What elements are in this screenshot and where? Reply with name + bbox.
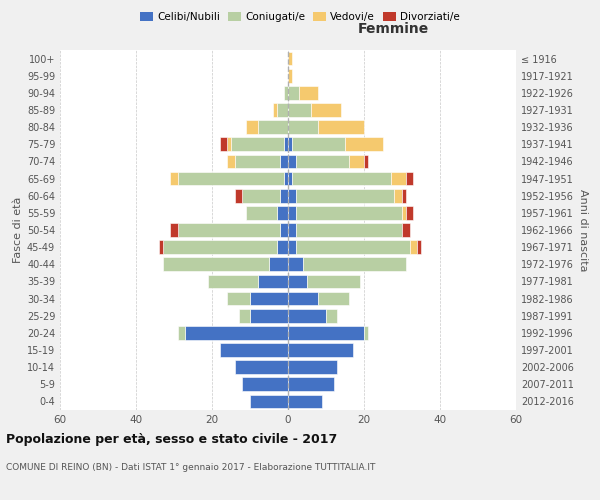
Bar xyxy=(250,309,288,322)
Bar xyxy=(235,189,242,202)
Bar xyxy=(345,138,383,151)
Bar xyxy=(250,292,288,306)
Bar xyxy=(288,343,353,357)
Bar xyxy=(296,223,402,237)
Bar xyxy=(311,103,341,117)
Bar xyxy=(284,172,288,185)
Legend: Celibi/Nubili, Coniugati/e, Vedovi/e, Divorziati/e: Celibi/Nubili, Coniugati/e, Vedovi/e, Di… xyxy=(136,8,464,26)
Bar xyxy=(246,206,277,220)
Bar xyxy=(163,258,269,271)
Bar xyxy=(364,326,368,340)
Bar xyxy=(242,189,280,202)
Bar xyxy=(227,292,250,306)
Text: COMUNE DI REINO (BN) - Dati ISTAT 1° gennaio 2017 - Elaborazione TUTTITALIA.IT: COMUNE DI REINO (BN) - Dati ISTAT 1° gen… xyxy=(6,462,376,471)
Bar xyxy=(269,258,288,271)
Bar xyxy=(417,240,421,254)
Bar xyxy=(326,309,337,322)
Bar xyxy=(288,258,303,271)
Bar xyxy=(296,189,394,202)
Bar xyxy=(391,172,406,185)
Bar xyxy=(288,394,322,408)
Bar xyxy=(288,378,334,391)
Y-axis label: Anni di nascita: Anni di nascita xyxy=(578,188,588,271)
Bar xyxy=(239,309,250,322)
Bar xyxy=(292,138,345,151)
Bar xyxy=(277,240,288,254)
Bar xyxy=(257,274,288,288)
Bar xyxy=(178,326,185,340)
Bar xyxy=(231,138,284,151)
Bar xyxy=(402,206,406,220)
Bar xyxy=(185,326,288,340)
Text: Femmine: Femmine xyxy=(357,22,428,36)
Bar xyxy=(288,240,296,254)
Bar xyxy=(288,189,296,202)
Y-axis label: Fasce di età: Fasce di età xyxy=(13,197,23,263)
Bar xyxy=(406,172,413,185)
Bar xyxy=(319,292,349,306)
Text: Popolazione per età, sesso e stato civile - 2017: Popolazione per età, sesso e stato civil… xyxy=(6,432,337,446)
Bar xyxy=(235,154,280,168)
Bar xyxy=(227,138,231,151)
Bar xyxy=(303,258,406,271)
Bar xyxy=(299,86,319,100)
Bar xyxy=(288,326,364,340)
Bar xyxy=(220,343,288,357)
Bar xyxy=(349,154,364,168)
Bar xyxy=(410,240,417,254)
Bar xyxy=(288,223,296,237)
Bar xyxy=(242,378,288,391)
Bar xyxy=(296,206,402,220)
Bar xyxy=(277,206,288,220)
Bar xyxy=(406,206,413,220)
Bar xyxy=(220,138,227,151)
Bar xyxy=(296,240,410,254)
Bar xyxy=(288,69,292,82)
Bar xyxy=(170,223,178,237)
Bar xyxy=(250,394,288,408)
Bar xyxy=(288,86,299,100)
Bar xyxy=(284,138,288,151)
Bar xyxy=(288,120,319,134)
Bar xyxy=(307,274,360,288)
Bar xyxy=(288,274,307,288)
Bar xyxy=(288,292,319,306)
Bar xyxy=(402,189,406,202)
Bar xyxy=(227,154,235,168)
Bar xyxy=(159,240,163,254)
Bar xyxy=(280,154,288,168)
Bar xyxy=(288,172,292,185)
Bar xyxy=(284,86,288,100)
Bar xyxy=(296,154,349,168)
Bar xyxy=(288,309,326,322)
Bar xyxy=(288,360,337,374)
Bar xyxy=(288,103,311,117)
Bar xyxy=(277,103,288,117)
Bar xyxy=(288,52,292,66)
Bar xyxy=(280,223,288,237)
Bar xyxy=(364,154,368,168)
Bar xyxy=(208,274,257,288)
Bar xyxy=(273,103,277,117)
Bar xyxy=(288,206,296,220)
Bar xyxy=(235,360,288,374)
Bar xyxy=(246,120,257,134)
Bar xyxy=(319,120,364,134)
Bar xyxy=(292,172,391,185)
Bar xyxy=(170,172,178,185)
Bar xyxy=(394,189,402,202)
Bar xyxy=(257,120,288,134)
Bar xyxy=(280,189,288,202)
Bar xyxy=(288,154,296,168)
Bar xyxy=(288,138,292,151)
Bar xyxy=(163,240,277,254)
Bar xyxy=(178,172,284,185)
Bar xyxy=(402,223,410,237)
Bar xyxy=(178,223,280,237)
